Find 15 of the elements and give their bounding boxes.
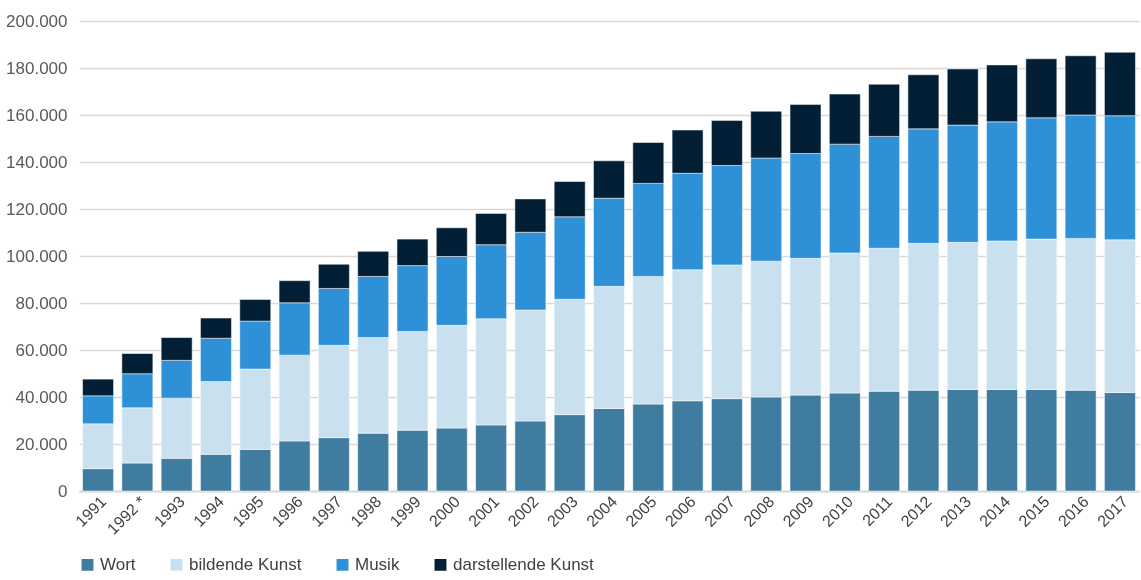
y-tick-label: 160.000 [6,105,68,125]
y-tick-label: 0 [58,481,68,501]
y-tick-label: 200.000 [6,11,68,31]
legend-label: darstellende Kunst [453,554,595,574]
y-tick-label: 120.000 [6,199,68,219]
y-tick-label: 60.000 [15,340,68,360]
legend-label: bildende Kunst [189,554,302,574]
y-tick-label: 40.000 [15,387,68,407]
legend-label: Wort [100,554,136,574]
y-tick-label: 80.000 [15,293,68,313]
y-tick-label: 100.000 [6,246,68,266]
y-tick-label: 20.000 [15,434,68,454]
legend-label: Musik [355,554,400,574]
y-tick-label: 140.000 [6,152,68,172]
y-tick-label: 180.000 [6,58,68,78]
